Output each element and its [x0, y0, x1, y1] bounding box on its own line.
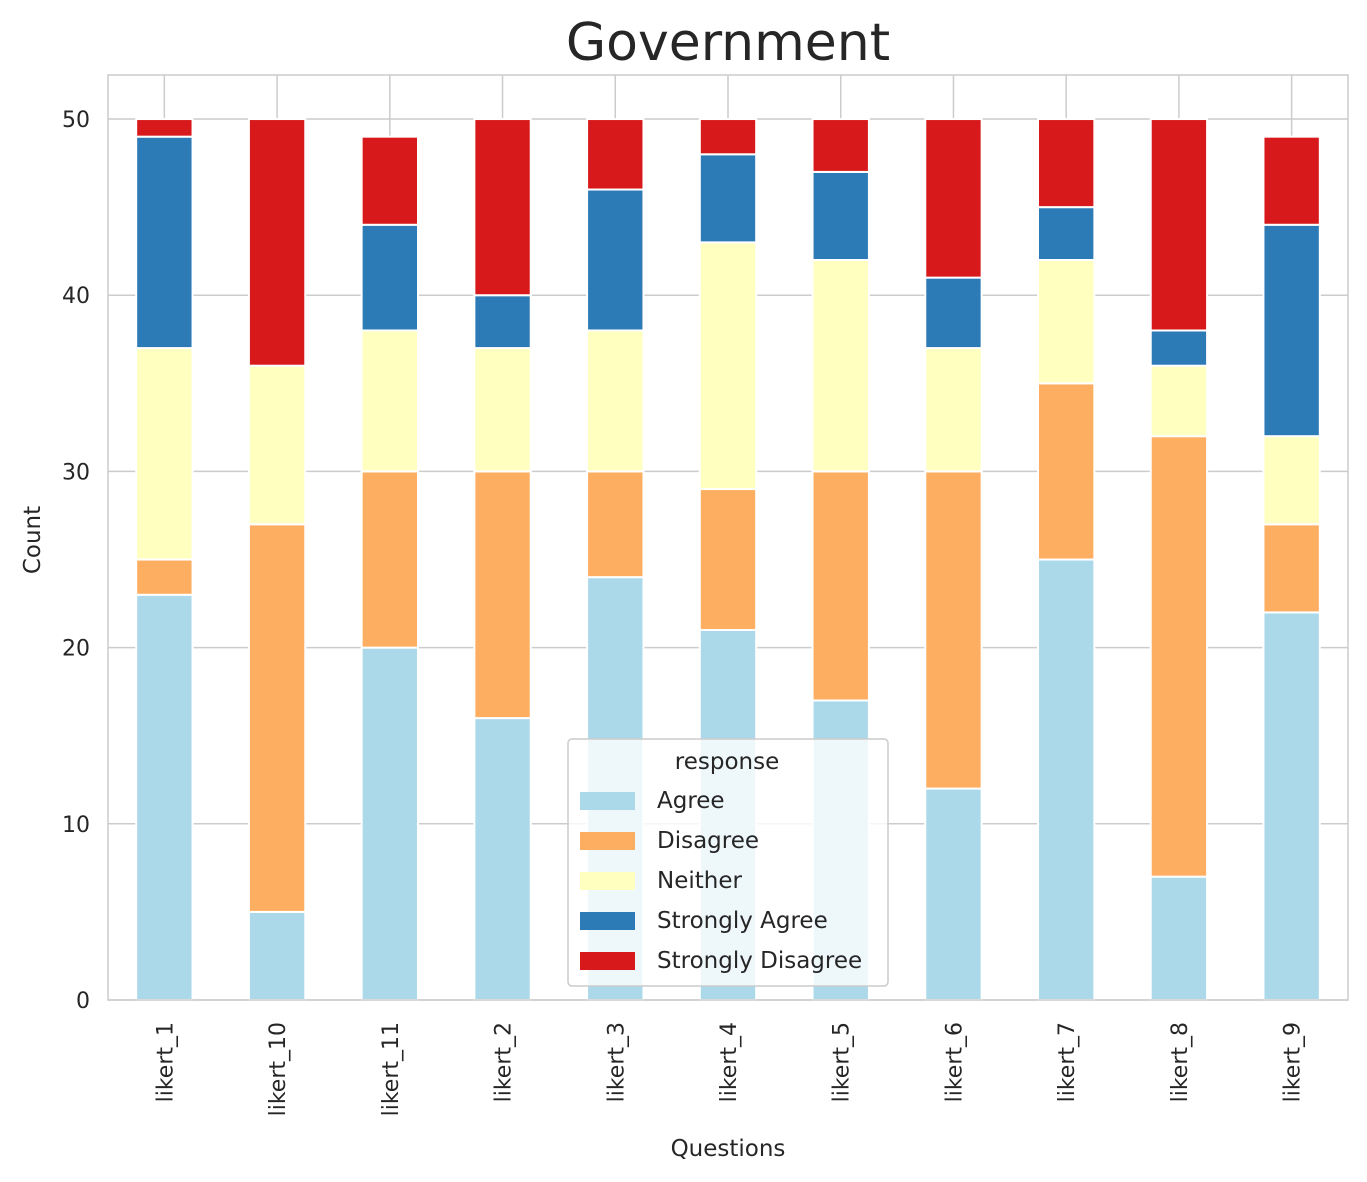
- x-tick-label: likert_5: [830, 1022, 855, 1102]
- bar-segment: [1037, 206, 1096, 261]
- x-tick-label: likert_2: [492, 1022, 517, 1102]
- y-tick-label: 10: [62, 813, 90, 838]
- bar-segment: [924, 347, 983, 473]
- bar-segment: [1037, 259, 1096, 385]
- x-tick-label: likert_6: [942, 1022, 967, 1102]
- bar-segment: [1037, 382, 1096, 561]
- legend-entry: Disagree: [657, 828, 759, 854]
- legend-box: [567, 738, 889, 987]
- x-tick-label: likert_10: [266, 1022, 291, 1116]
- bar-segment: [473, 347, 532, 473]
- legend-entry: Strongly Disagree: [657, 948, 862, 974]
- legend-swatch: [580, 952, 635, 970]
- x-tick-label: likert_1: [153, 1022, 178, 1102]
- x-tick-label: likert_11: [379, 1022, 404, 1116]
- bar-segment: [924, 276, 983, 350]
- bar-segment: [135, 558, 194, 596]
- bar-segment: [811, 259, 870, 473]
- bar-segment: [135, 593, 194, 1001]
- y-tick-label: 40: [62, 284, 90, 309]
- bar-segment: [924, 787, 983, 1001]
- legend-entry: Neither: [657, 868, 742, 894]
- bar-segment: [1037, 118, 1096, 209]
- bar-segment: [924, 470, 983, 790]
- x-axis-title: Questions: [671, 1136, 786, 1162]
- bar-segment: [698, 118, 758, 156]
- chart-title: Government: [566, 13, 890, 73]
- y-tick-label: 0: [76, 989, 90, 1014]
- bar-segment: [360, 223, 419, 332]
- bar-segment: [473, 470, 532, 720]
- y-tick-label: 30: [62, 460, 90, 485]
- bar-segment: [1262, 435, 1321, 526]
- y-tick-labels: 0 10 20 30 40 50: [62, 108, 90, 1014]
- x-tick-label: likert_9: [1281, 1022, 1306, 1102]
- bar-segment: [247, 523, 307, 913]
- y-tick-label: 20: [62, 637, 90, 662]
- bar-segment: [1262, 523, 1321, 614]
- bar-segment: [1262, 135, 1321, 226]
- plot-frame: [107, 74, 1349, 1001]
- x-tick-labels: likert_1 likert_10 likert_11 likert_2 likert…: [153, 1022, 1305, 1116]
- bar-segment: [698, 488, 758, 631]
- bar-segment: [473, 717, 532, 1001]
- bar-segment: [247, 364, 307, 526]
- bar-segment: [473, 118, 532, 297]
- x-tick-label: likert_4: [717, 1022, 742, 1102]
- bar-segment: [924, 118, 983, 279]
- x-tick-label: likert_8: [1168, 1022, 1193, 1102]
- bar-segment: [586, 329, 645, 473]
- legend-swatch: [580, 872, 635, 890]
- legend-title: response: [675, 749, 779, 775]
- bar-segment: [473, 294, 532, 350]
- bar-segment: [360, 135, 419, 226]
- bar-segment: [586, 188, 645, 332]
- bar-segment: [1149, 118, 1209, 332]
- y-tick-label: 50: [62, 108, 90, 133]
- bar-segment: [1149, 364, 1209, 438]
- bar-segment: [811, 118, 870, 173]
- bar-segment: [586, 118, 645, 191]
- bar-segment: [247, 118, 307, 367]
- legend-swatch: [580, 912, 635, 930]
- bar-segment: [1149, 875, 1209, 1002]
- bar-segment: [698, 241, 758, 491]
- x-tick-label: likert_3: [604, 1022, 629, 1102]
- bar-segment: [135, 135, 194, 350]
- bar-segment: [698, 153, 758, 244]
- x-tick-label: likert_7: [1055, 1022, 1080, 1102]
- bar-segment: [1262, 223, 1321, 438]
- y-axis-title: Count: [20, 506, 46, 574]
- legend-entry: Agree: [657, 788, 725, 814]
- bar-segment: [1037, 558, 1096, 1001]
- bar-segment: [360, 470, 419, 649]
- bar-segment: [247, 910, 307, 1002]
- legend-swatch: [580, 832, 635, 850]
- bar-segment: [1262, 611, 1321, 1002]
- bar-segment: [135, 118, 194, 138]
- bar-segment: [811, 170, 870, 261]
- legend: response Agree Disagree Neither Strongly Ag…: [567, 738, 889, 987]
- bar-segment: [1149, 329, 1209, 367]
- legend-swatch: [580, 792, 635, 810]
- bar-segment: [360, 329, 419, 473]
- bar-segment: [1149, 435, 1209, 878]
- bar-segment: [586, 470, 645, 579]
- legend-entry: Strongly Agree: [657, 908, 828, 934]
- bar-segment: [811, 470, 870, 702]
- bar-segment: [360, 646, 419, 1001]
- bar-segment: [135, 347, 194, 561]
